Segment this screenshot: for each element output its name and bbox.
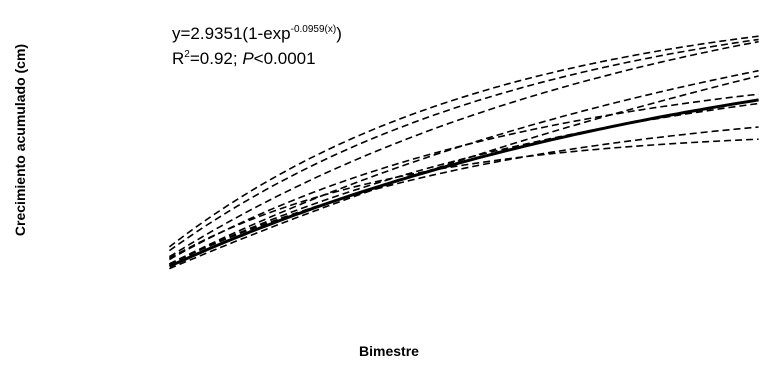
fitted-curve xyxy=(168,98,759,268)
equation-label: y=2.9351(1-exp-0.0959(x)) xyxy=(172,24,342,43)
series-line-6 xyxy=(169,102,759,266)
series-line-5 xyxy=(168,35,759,248)
series-line-2 xyxy=(169,69,759,265)
series-line-8 xyxy=(169,126,759,265)
series-line-7 xyxy=(169,93,759,261)
series-line-1 xyxy=(169,75,759,270)
x-axis-label: Bimestre xyxy=(359,343,419,359)
series-line-3 xyxy=(168,40,759,258)
series-line-9 xyxy=(169,138,759,259)
r-squared-label: R2=0.92; P<0.0001 xyxy=(172,49,316,68)
series-line-4 xyxy=(168,38,759,252)
